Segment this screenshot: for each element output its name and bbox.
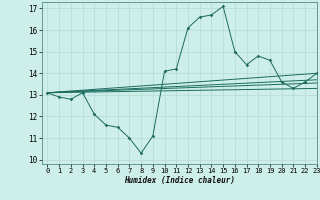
X-axis label: Humidex (Indice chaleur): Humidex (Indice chaleur) <box>124 176 235 185</box>
